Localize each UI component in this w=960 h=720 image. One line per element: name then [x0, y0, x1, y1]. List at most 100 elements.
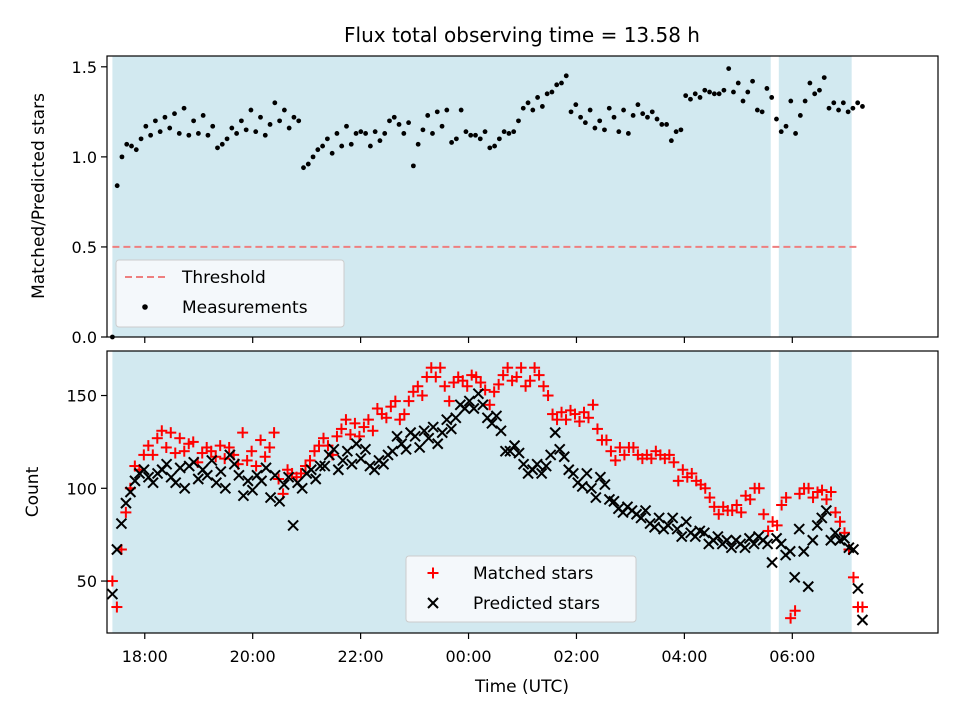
- predicted-star-point: [169, 477, 182, 489]
- measurement-point: [238, 118, 244, 124]
- predicted-star-point: [441, 413, 453, 426]
- matched-star-point: [686, 467, 698, 479]
- measurement-point: [520, 105, 526, 111]
- measurement-point: [860, 104, 865, 109]
- measurement-point: [463, 129, 469, 135]
- measurement-point: [114, 183, 120, 189]
- measurement-point: [186, 132, 192, 138]
- measurement-point: [745, 89, 751, 95]
- predicted-star-point: [269, 469, 281, 482]
- y-tick-label: 0.5: [72, 238, 97, 257]
- measurement-point: [783, 123, 789, 129]
- matched-star-point: [295, 467, 307, 479]
- predicted-star-point: [721, 534, 733, 546]
- x-axis-label: Time (UTC): [474, 677, 569, 697]
- predicted-star-point: [599, 478, 611, 491]
- matched-star-point: [412, 380, 424, 392]
- measurement-point: [406, 120, 411, 126]
- matched-star-point: [776, 499, 788, 511]
- predicted-star-point: [210, 477, 223, 489]
- predicted-legend-marker: [427, 597, 439, 609]
- measurement-point: [683, 93, 689, 99]
- measurement-point: [444, 107, 450, 113]
- predicted-star-point: [337, 454, 349, 467]
- matched-star-point: [259, 451, 271, 463]
- measurement-point: [597, 118, 603, 124]
- matched-star-point: [300, 460, 312, 472]
- predicted-star-point: [585, 482, 598, 494]
- matched-star-point: [416, 390, 428, 402]
- measurement-point: [831, 100, 837, 106]
- matched-star-point: [317, 432, 329, 444]
- predicted-star-point: [427, 421, 439, 433]
- measurement-point: [124, 141, 130, 147]
- count-y-axis-label: Count: [23, 466, 43, 517]
- predicted-star-point: [671, 523, 683, 535]
- measurements-legend-label: Measurements: [182, 298, 308, 318]
- matched-star-point: [430, 371, 442, 383]
- predicted-star-point: [359, 443, 372, 456]
- measurement-point: [602, 127, 607, 133]
- matched-star-point: [443, 395, 455, 407]
- measurement-point: [195, 131, 201, 136]
- measurement-point: [339, 143, 345, 149]
- matched-star-point: [367, 425, 379, 437]
- measurement-point: [301, 165, 306, 171]
- predicted-star-point: [147, 477, 159, 489]
- matched-star-point: [470, 371, 482, 383]
- measurement-point: [482, 129, 488, 135]
- predicted-star-point: [215, 465, 227, 478]
- measurement-point: [248, 107, 254, 113]
- measurement-point: [320, 143, 326, 149]
- matched-star-point: [758, 508, 770, 520]
- measurement-point: [821, 75, 827, 81]
- matched-star-point: [573, 416, 585, 427]
- matched-star-point: [205, 445, 217, 457]
- matched-star-point: [237, 427, 249, 439]
- measurement-point: [850, 105, 856, 111]
- matched-star-point: [142, 440, 154, 452]
- matched-star-point: [771, 519, 783, 531]
- predicted-star-point: [350, 438, 363, 450]
- matched-star-point: [735, 506, 747, 518]
- measurement-point: [396, 122, 402, 127]
- matched-star-point: [605, 445, 617, 457]
- matched-star-point: [174, 432, 186, 444]
- matched-star-point: [403, 395, 415, 407]
- predicted-star-point: [676, 530, 688, 543]
- matched-star-point: [785, 612, 797, 624]
- measurement-point: [310, 154, 316, 160]
- matched-star-point: [385, 401, 397, 413]
- matched-star-point: [699, 482, 711, 494]
- threshold-legend-label: Threshold: [181, 268, 266, 288]
- measurement-point: [449, 140, 454, 145]
- matched-star-point: [160, 441, 172, 453]
- measurement-point: [530, 107, 536, 113]
- measurement-point: [353, 131, 359, 136]
- matched-star-point: [520, 380, 532, 392]
- measurement-point: [788, 98, 794, 104]
- measurement-point: [176, 131, 182, 136]
- predicted-star-point: [413, 441, 426, 454]
- matched-star-point: [380, 412, 392, 424]
- measurement-point: [740, 98, 746, 104]
- measurement-point: [707, 89, 712, 95]
- y-tick-label: 0.0: [72, 328, 97, 347]
- measurement-point: [539, 104, 545, 109]
- predicted-star-point: [346, 458, 358, 470]
- x-tick-label: 06:00: [769, 647, 815, 666]
- measurement-point: [640, 111, 646, 117]
- predicted-star-point: [739, 541, 751, 554]
- measurement-point: [535, 95, 540, 100]
- measurement-point: [167, 125, 173, 131]
- predicted-star-point: [495, 425, 507, 437]
- matched-star-point: [627, 441, 639, 453]
- measurement-point: [697, 95, 703, 100]
- matched-star-point: [547, 408, 559, 420]
- matched-star-point: [268, 427, 280, 439]
- matched-star-point: [663, 449, 675, 461]
- matched-star-point: [250, 460, 262, 472]
- chart-title: Flux total observing time = 13.58 h: [344, 23, 700, 47]
- measurement-point: [377, 138, 383, 144]
- measurement-point: [348, 141, 354, 147]
